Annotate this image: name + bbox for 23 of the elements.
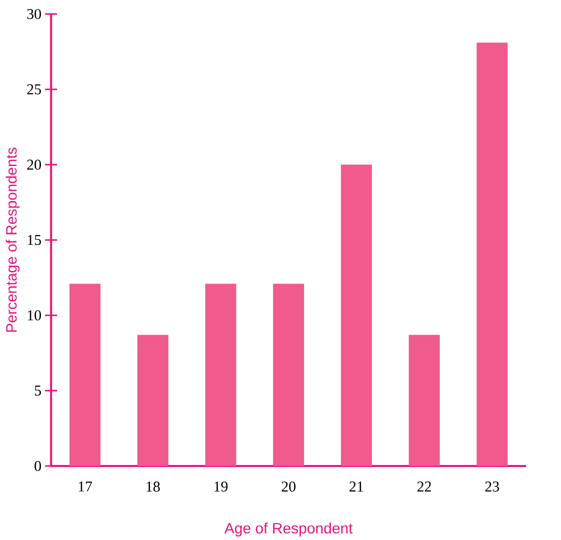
y-tick-label: 5 (34, 386, 41, 396)
bar (408, 334, 440, 466)
bar (340, 164, 372, 466)
y-tick-label: 25 (27, 84, 41, 94)
y-tick-label: 10 (28, 310, 41, 320)
x-tick-label: 21 (350, 482, 364, 492)
y-tick-label: 0 (34, 461, 41, 472)
y-tick-label: 20 (27, 160, 41, 170)
x-tick-label: 20 (282, 482, 296, 492)
y-tick-label: 30 (27, 9, 41, 20)
bar (476, 42, 508, 466)
x-tick-label: 22 (417, 482, 431, 492)
bar (137, 334, 168, 466)
bar (205, 284, 236, 466)
bar (273, 284, 304, 466)
bar (70, 284, 101, 466)
x-tick-label: 18 (146, 482, 160, 492)
x-axis-title: Age of Respondent (224, 522, 353, 537)
x-tick-label: 19 (214, 482, 228, 492)
y-axis-title: Percentage of Respondents (6, 148, 20, 332)
x-tick-label: 17 (78, 482, 92, 492)
y-tick-label: 15 (28, 235, 41, 246)
x-tick-label: 23 (485, 482, 500, 492)
